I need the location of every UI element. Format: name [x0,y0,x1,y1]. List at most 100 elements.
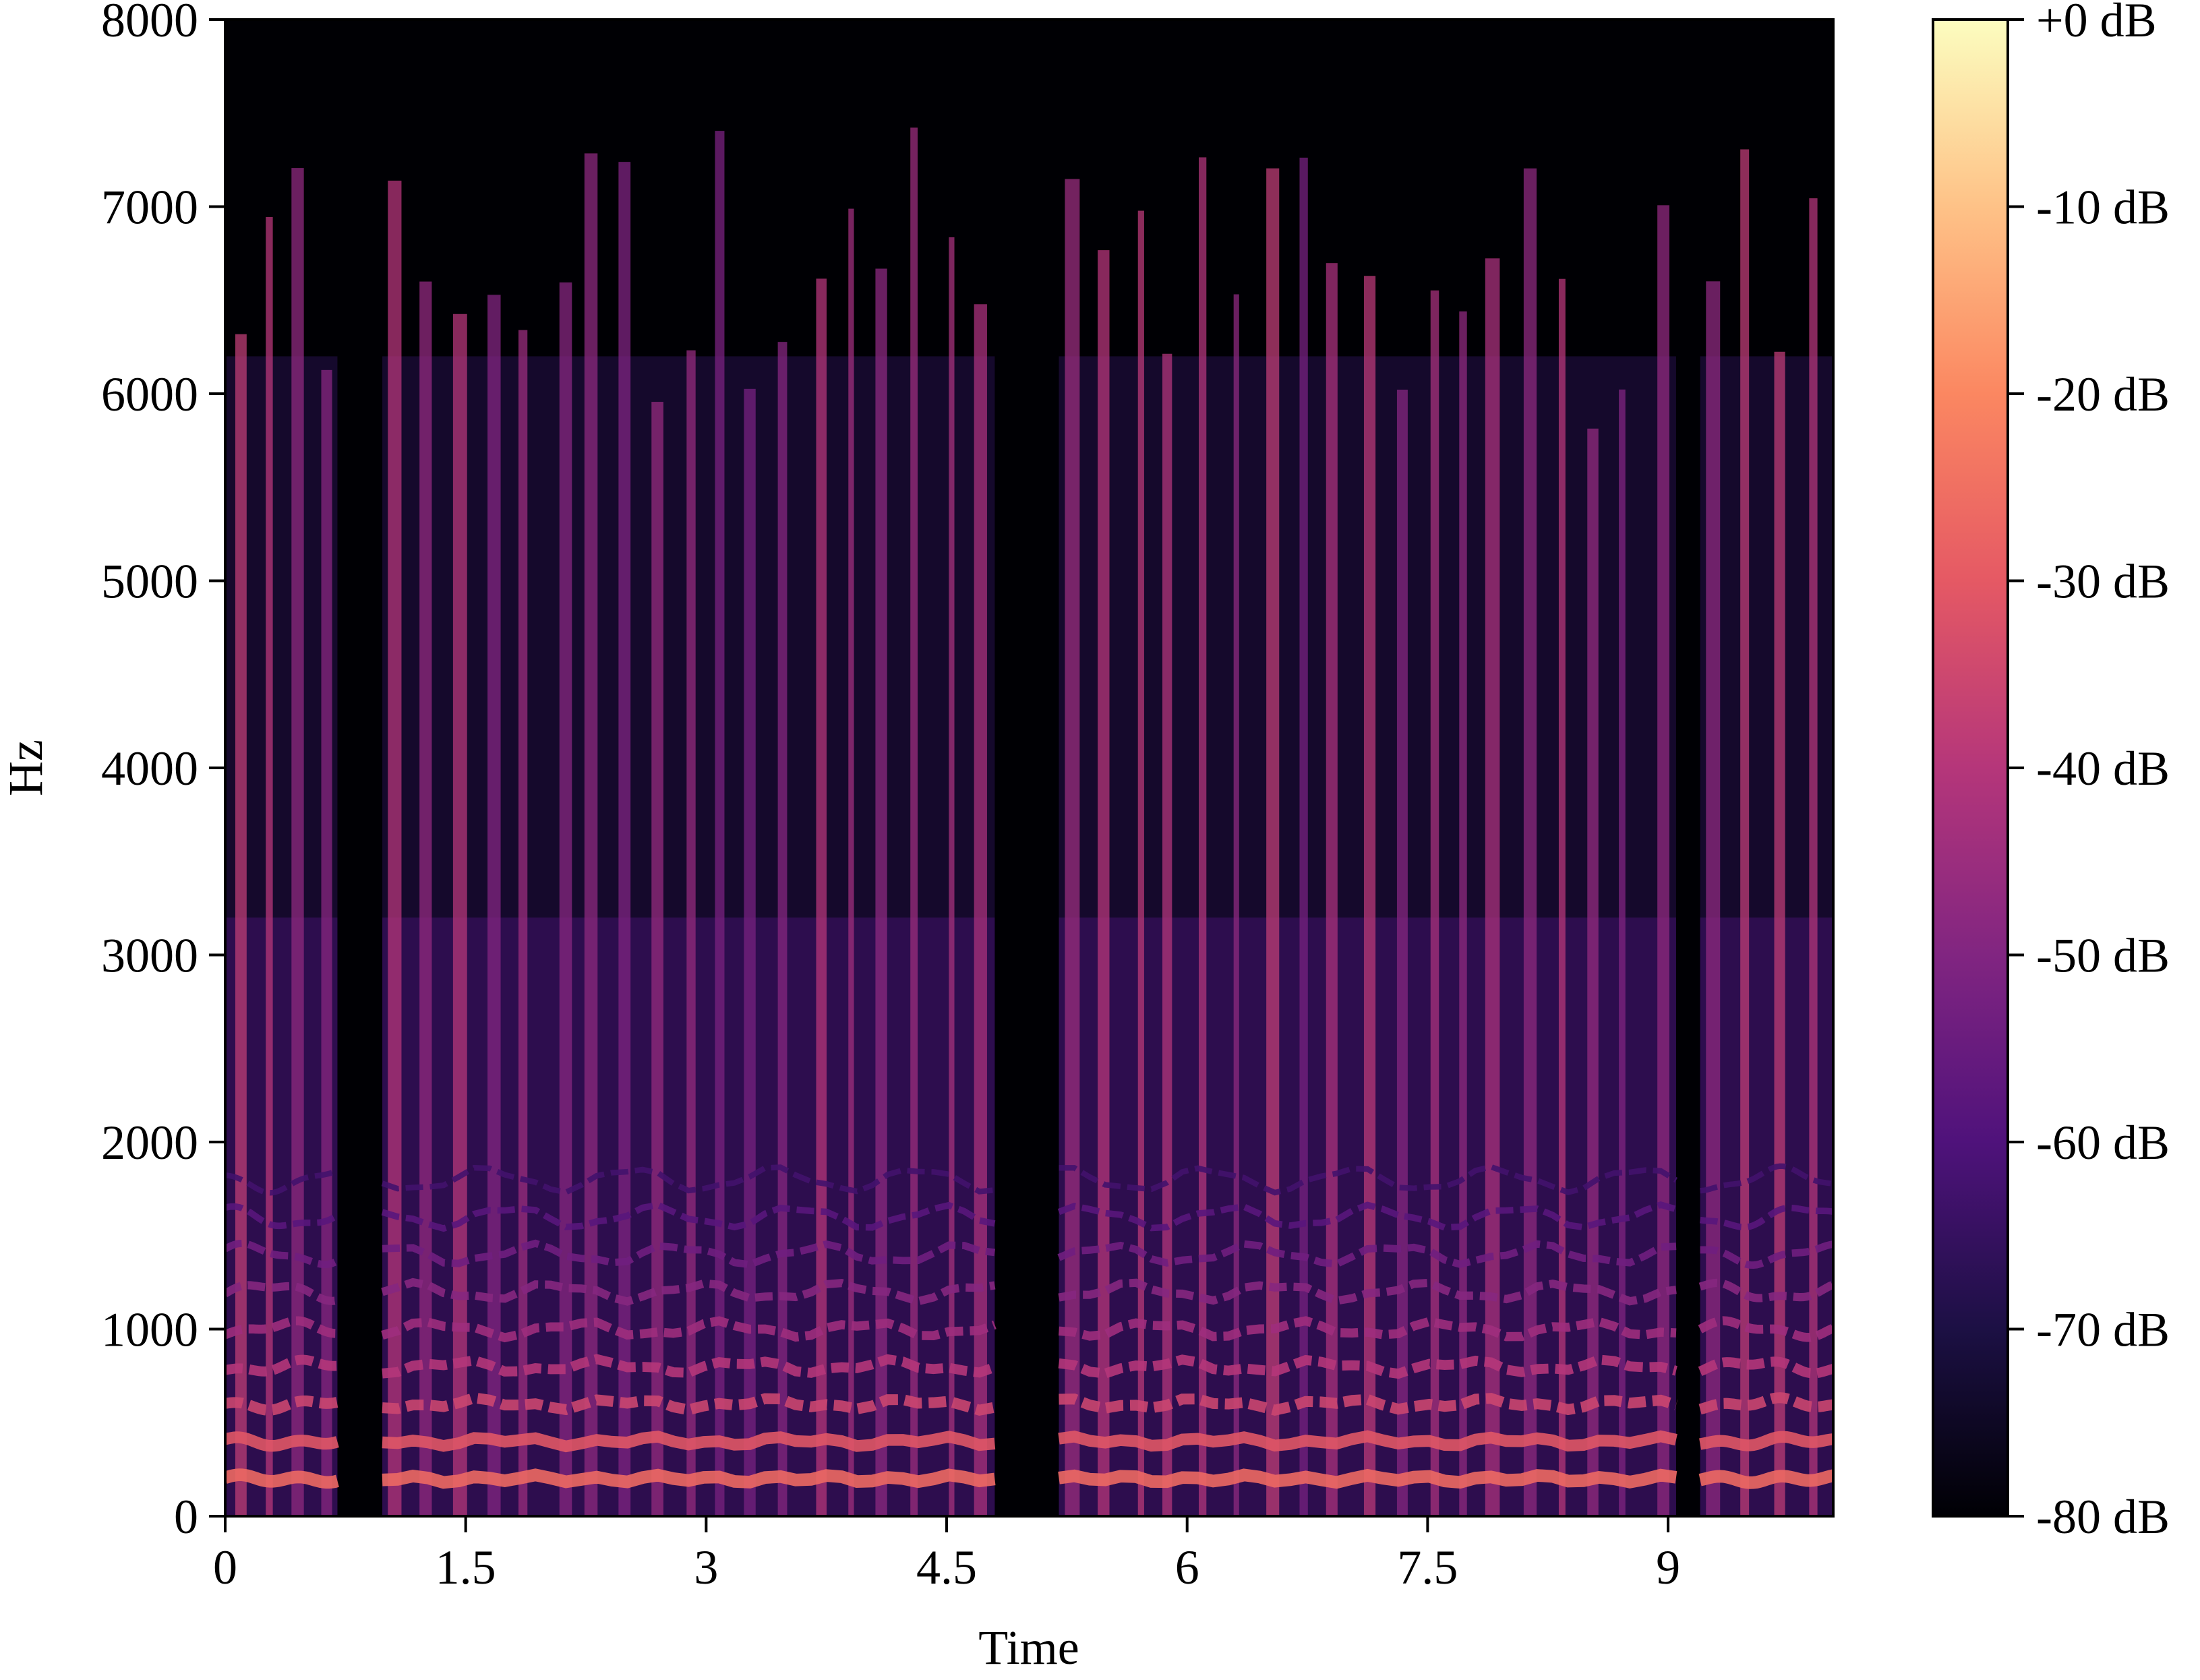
energy-streak [875,268,887,1516]
colorbar-gradient [1932,18,2009,1518]
y-tick-label: 5000 [101,555,198,609]
y-tick-label: 4000 [101,742,198,796]
x-tick-label: 1.5 [436,1540,496,1594]
energy-streak [1587,428,1599,1516]
energy-streak [1459,311,1467,1516]
energy-streak [584,153,598,1516]
energy-streak [848,208,854,1516]
harmonic-band [1058,1278,1677,1306]
energy-streak [1396,389,1408,1516]
harmonic-band [1058,1354,1677,1379]
energy-streak [1326,263,1338,1516]
harmonic-band [381,1164,995,1195]
harmonic-band [381,1201,996,1232]
y-tick-label: 3000 [101,929,198,983]
harmonic-band [1058,1430,1677,1452]
harmonic-band [1698,1392,1833,1415]
colorbar-tick-label: +0 dB [2036,0,2157,47]
energy-streak [1299,157,1308,1516]
energy-streak [1706,281,1721,1516]
harmonic-band [1059,1164,1678,1196]
energy-streak [1740,149,1750,1516]
spectrogram-plot-area [224,18,1835,1518]
colorbar-tick-label: -30 dB [2036,555,2170,609]
energy-streak [1619,389,1626,1516]
colorbar: +0 dB -10 dB -20 dB -30 dB -40 dB -50 dB -60 d… [1932,0,2170,1544]
colorbar-tick-label: -40 dB [2036,742,2170,796]
harmonic-band [225,1239,339,1269]
y-tick-label: 1000 [101,1303,198,1357]
harmonic-band [225,1203,339,1230]
energy-streak [235,334,247,1516]
energy-streak [1430,290,1439,1516]
harmonic-band [382,1468,996,1489]
harmonic-band [1698,1469,1833,1489]
harmonic-band [1057,1201,1677,1232]
energy-streak [1558,278,1566,1516]
harmonic-band [382,1392,996,1416]
x-axis-label: Time [978,1621,1079,1675]
y-axis-ticks: 0 1000 2000 3000 4000 5000 6000 7000 8000 [101,0,225,1544]
energy-streak [1162,353,1172,1516]
energy-streak [949,237,955,1516]
colorbar-tick-label: -10 dB [2036,181,2170,235]
energy-streak [910,127,918,1516]
energy-streak [651,402,663,1516]
energy-streak [321,369,332,1516]
energy-streak [816,278,827,1516]
energy-streak [744,388,756,1516]
colorbar-tick-label: -80 dB [2036,1490,2170,1544]
x-tick-label: 7.5 [1397,1540,1458,1594]
harmonic-band [381,1316,997,1343]
colorbar-tick-label: -60 dB [2036,1116,2170,1170]
energy-streak [777,342,787,1516]
x-tick-label: 9 [1656,1540,1680,1594]
energy-streak [715,131,725,1516]
harmonic-band [225,1354,338,1377]
harmonic-band [1058,1468,1677,1489]
harmonic-band [381,1278,996,1306]
energy-streak [618,162,631,1516]
energy-streak [1485,258,1500,1516]
harmonic-band [1057,1240,1677,1269]
y-tick-label: 0 [174,1490,198,1544]
harmonic-band [382,1354,997,1379]
energy-streak [1774,351,1785,1516]
y-axis-label: Hz [0,740,53,796]
energy-streak [291,168,304,1516]
spectrogram-energy-layer [225,127,1833,1516]
harmonic-band [382,1431,996,1453]
harmonic-band [225,1281,338,1305]
x-tick-label: 3 [694,1540,718,1594]
energy-streak [1657,205,1669,1516]
harmonic-band [1699,1431,1833,1451]
harmonic-band [225,1395,339,1416]
harmonic-band [382,1239,996,1269]
energy-streak [686,350,696,1516]
colorbar-ticks: +0 dB -10 dB -20 dB -30 dB -40 dB -50 dB -60 d… [2008,0,2170,1544]
y-tick-label: 8000 [101,0,198,47]
y-tick-label: 2000 [101,1116,198,1170]
harmonic-band [225,1316,338,1340]
energy-streak [266,216,273,1516]
energy-streak [419,281,432,1516]
energy-streak [1137,210,1144,1516]
x-tick-label: 6 [1175,1540,1199,1594]
energy-streak [452,313,467,1516]
energy-streak [559,282,572,1516]
x-tick-label: 4.5 [916,1540,977,1594]
energy-streak [1266,168,1280,1516]
y-tick-label: 6000 [101,367,198,421]
energy-streak [1523,168,1537,1516]
x-axis-ticks: 0 1.5 3 4.5 6 7.5 9 [213,1516,1680,1594]
colorbar-tick-label: -70 dB [2036,1303,2170,1357]
energy-streak [1809,198,1818,1516]
energy-streak [518,330,528,1516]
energy-streak [1098,250,1110,1516]
colorbar-tick-label: -50 dB [2036,929,2170,983]
harmonic-band [225,1168,338,1196]
y-tick-label: 7000 [101,181,198,235]
harmonic-band [1059,1316,1677,1342]
harmonic-band [1059,1393,1678,1416]
